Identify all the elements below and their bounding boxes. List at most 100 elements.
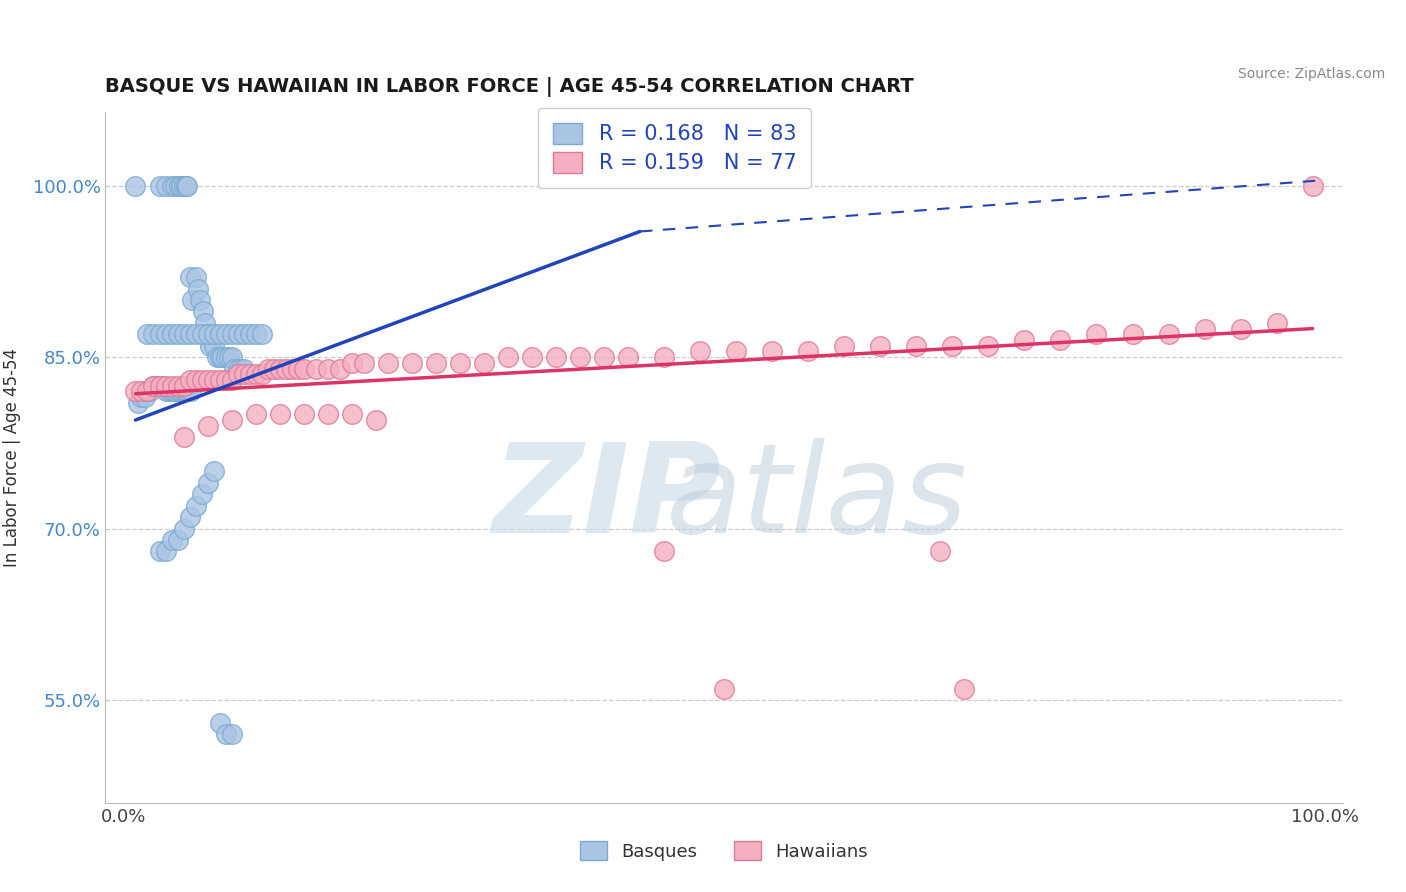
Point bbox=[725, 344, 748, 359]
Point bbox=[977, 339, 1000, 353]
Point bbox=[148, 378, 170, 392]
Point bbox=[166, 378, 188, 392]
Point bbox=[239, 368, 262, 382]
Point bbox=[174, 178, 197, 193]
Point bbox=[197, 327, 219, 342]
Point bbox=[157, 384, 180, 399]
Point bbox=[160, 178, 183, 193]
Point bbox=[197, 373, 219, 387]
Point bbox=[226, 361, 249, 376]
Point bbox=[179, 510, 201, 524]
Point bbox=[180, 384, 202, 399]
Point bbox=[449, 356, 471, 370]
Point bbox=[617, 350, 640, 364]
Point bbox=[197, 327, 219, 342]
Point bbox=[221, 413, 243, 427]
Point bbox=[218, 350, 240, 364]
Point bbox=[263, 361, 285, 376]
Point bbox=[131, 384, 153, 399]
Point bbox=[160, 327, 183, 342]
Point bbox=[689, 344, 711, 359]
Point bbox=[652, 544, 675, 558]
Point bbox=[316, 361, 339, 376]
Point bbox=[155, 178, 177, 193]
Point bbox=[353, 356, 375, 370]
Point bbox=[148, 378, 170, 392]
Point bbox=[245, 368, 267, 382]
Point bbox=[202, 373, 225, 387]
Point bbox=[472, 356, 495, 370]
Point bbox=[239, 327, 262, 342]
Point bbox=[226, 327, 249, 342]
Point bbox=[191, 304, 214, 318]
Point bbox=[166, 327, 188, 342]
Point bbox=[214, 350, 236, 364]
Text: atlas: atlas bbox=[666, 438, 967, 559]
Point bbox=[425, 356, 447, 370]
Point bbox=[1229, 321, 1251, 335]
Point bbox=[179, 270, 201, 285]
Point bbox=[832, 339, 855, 353]
Point bbox=[173, 384, 195, 399]
Point bbox=[593, 350, 616, 364]
Point bbox=[520, 350, 543, 364]
Point bbox=[316, 407, 339, 421]
Point bbox=[401, 356, 423, 370]
Point bbox=[146, 378, 169, 392]
Point bbox=[256, 361, 278, 376]
Point bbox=[250, 368, 273, 382]
Point bbox=[165, 178, 187, 193]
Text: BASQUE VS HAWAIIAN IN LABOR FORCE | AGE 45-54 CORRELATION CHART: BASQUE VS HAWAIIAN IN LABOR FORCE | AGE … bbox=[105, 77, 914, 97]
Point bbox=[163, 384, 186, 399]
Point bbox=[274, 361, 297, 376]
Point bbox=[1085, 327, 1108, 342]
Point bbox=[170, 178, 193, 193]
Point bbox=[287, 361, 309, 376]
Point bbox=[496, 350, 519, 364]
Point bbox=[173, 327, 195, 342]
Point bbox=[176, 178, 198, 193]
Point bbox=[170, 384, 193, 399]
Point bbox=[190, 487, 212, 501]
Point bbox=[173, 522, 195, 536]
Point bbox=[188, 293, 211, 307]
Point bbox=[179, 373, 201, 387]
Point bbox=[190, 327, 212, 342]
Point bbox=[208, 373, 231, 387]
Point bbox=[208, 327, 231, 342]
Point bbox=[148, 544, 170, 558]
Point bbox=[166, 533, 188, 547]
Point bbox=[205, 350, 228, 364]
Legend: Basques, Hawaiians: Basques, Hawaiians bbox=[571, 832, 877, 870]
Point bbox=[340, 356, 363, 370]
Point bbox=[160, 533, 183, 547]
Point bbox=[1121, 327, 1143, 342]
Point bbox=[232, 368, 254, 382]
Point bbox=[155, 544, 177, 558]
Point bbox=[142, 378, 165, 392]
Point bbox=[652, 350, 675, 364]
Point bbox=[184, 499, 207, 513]
Point bbox=[152, 378, 174, 392]
Point bbox=[173, 378, 195, 392]
Point bbox=[179, 327, 201, 342]
Point bbox=[148, 178, 170, 193]
Point bbox=[941, 339, 963, 353]
Point bbox=[221, 327, 243, 342]
Point bbox=[269, 361, 291, 376]
Point bbox=[329, 361, 352, 376]
Point bbox=[221, 373, 243, 387]
Point bbox=[305, 361, 328, 376]
Point bbox=[222, 361, 245, 376]
Text: ZIP: ZIP bbox=[492, 438, 721, 559]
Point bbox=[232, 327, 254, 342]
Point bbox=[136, 384, 159, 399]
Point bbox=[713, 681, 735, 696]
Text: Source: ZipAtlas.com: Source: ZipAtlas.com bbox=[1237, 67, 1385, 81]
Point bbox=[127, 396, 149, 410]
Point bbox=[142, 327, 165, 342]
Point bbox=[568, 350, 591, 364]
Point bbox=[953, 681, 976, 696]
Point bbox=[292, 361, 315, 376]
Point bbox=[208, 715, 231, 730]
